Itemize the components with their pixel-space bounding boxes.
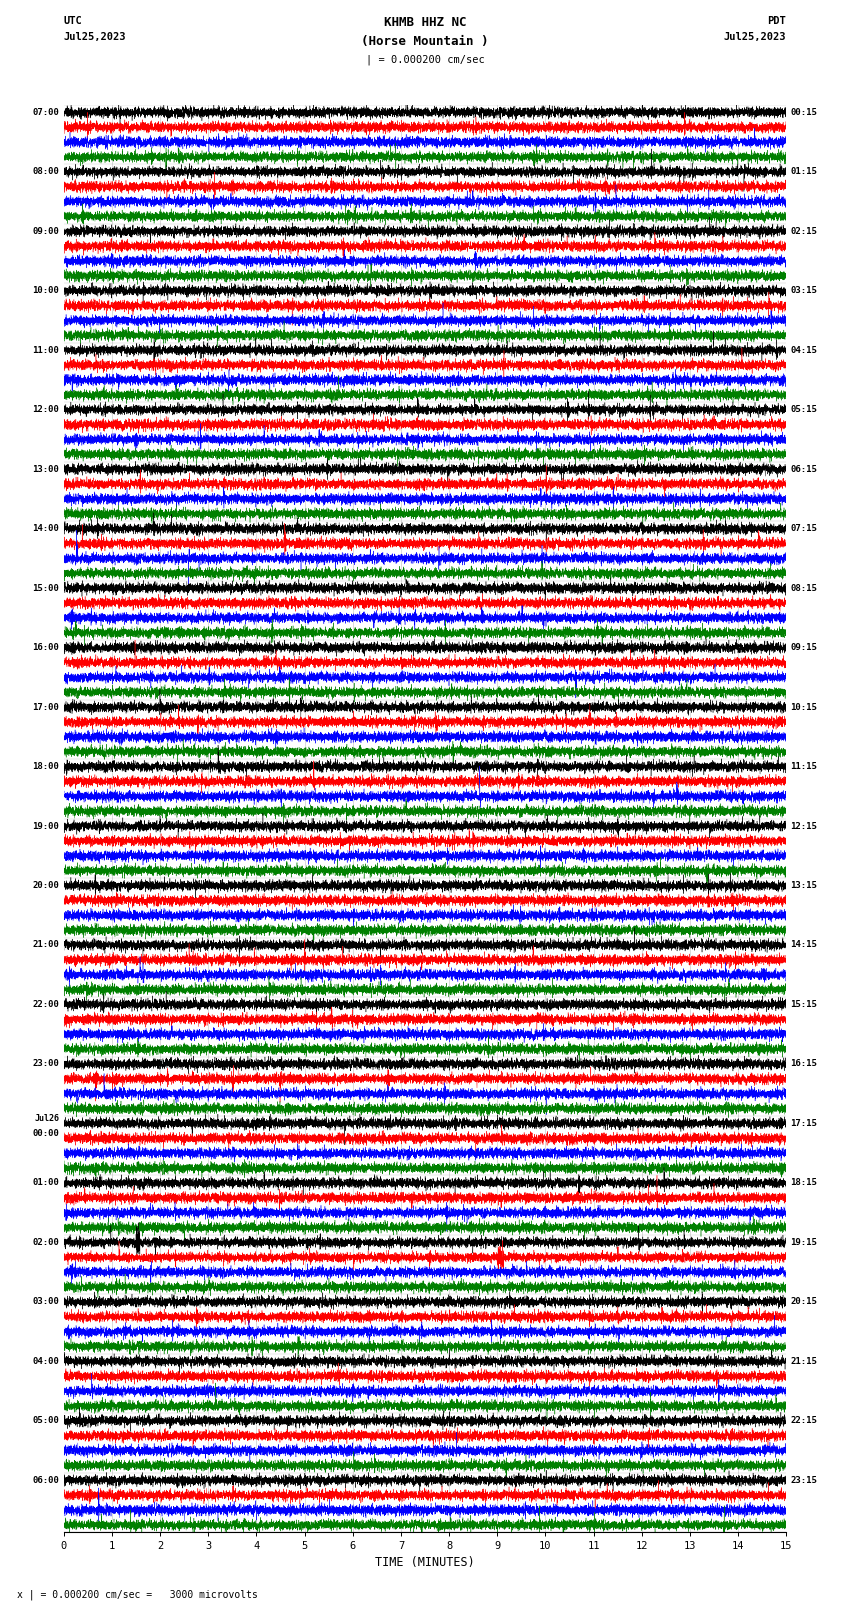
Text: Jul25,2023: Jul25,2023	[723, 32, 786, 42]
Text: 12:15: 12:15	[790, 821, 818, 831]
Text: 02:00: 02:00	[32, 1237, 60, 1247]
Text: 14:15: 14:15	[790, 940, 818, 950]
Text: | = 0.000200 cm/sec: | = 0.000200 cm/sec	[366, 55, 484, 66]
Text: 09:15: 09:15	[790, 644, 818, 652]
Text: 08:15: 08:15	[790, 584, 818, 592]
Text: 14:00: 14:00	[32, 524, 60, 534]
Text: 15:15: 15:15	[790, 1000, 818, 1010]
Text: x | = 0.000200 cm/sec =   3000 microvolts: x | = 0.000200 cm/sec = 3000 microvolts	[17, 1589, 258, 1600]
Text: 01:15: 01:15	[790, 168, 818, 176]
Text: 16:00: 16:00	[32, 644, 60, 652]
Text: 10:00: 10:00	[32, 286, 60, 295]
Text: 12:00: 12:00	[32, 405, 60, 415]
Text: 19:15: 19:15	[790, 1237, 818, 1247]
Text: 06:15: 06:15	[790, 465, 818, 474]
Text: 20:15: 20:15	[790, 1297, 818, 1307]
Text: (Horse Mountain ): (Horse Mountain )	[361, 35, 489, 48]
Text: 02:15: 02:15	[790, 227, 818, 235]
Text: 03:15: 03:15	[790, 286, 818, 295]
Text: 20:00: 20:00	[32, 881, 60, 890]
Text: 22:15: 22:15	[790, 1416, 818, 1426]
Text: 08:00: 08:00	[32, 168, 60, 176]
Text: 00:00: 00:00	[32, 1129, 60, 1137]
Text: 18:00: 18:00	[32, 761, 60, 771]
Text: 23:00: 23:00	[32, 1060, 60, 1068]
Text: 16:15: 16:15	[790, 1060, 818, 1068]
Text: 17:00: 17:00	[32, 703, 60, 711]
Text: 06:00: 06:00	[32, 1476, 60, 1486]
Text: 07:00: 07:00	[32, 108, 60, 116]
Text: 03:00: 03:00	[32, 1297, 60, 1307]
Text: 19:00: 19:00	[32, 821, 60, 831]
Text: 09:00: 09:00	[32, 227, 60, 235]
Text: 18:15: 18:15	[790, 1179, 818, 1187]
Text: 17:15: 17:15	[790, 1119, 818, 1127]
Text: 11:15: 11:15	[790, 761, 818, 771]
Text: 10:15: 10:15	[790, 703, 818, 711]
Text: KHMB HHZ NC: KHMB HHZ NC	[383, 16, 467, 29]
Text: 04:00: 04:00	[32, 1357, 60, 1366]
Text: Jul25,2023: Jul25,2023	[64, 32, 127, 42]
Text: 05:00: 05:00	[32, 1416, 60, 1426]
Text: 13:15: 13:15	[790, 881, 818, 890]
Text: 15:00: 15:00	[32, 584, 60, 592]
Text: 11:00: 11:00	[32, 345, 60, 355]
Text: 01:00: 01:00	[32, 1179, 60, 1187]
Text: UTC: UTC	[64, 16, 82, 26]
Text: 21:00: 21:00	[32, 940, 60, 950]
X-axis label: TIME (MINUTES): TIME (MINUTES)	[375, 1555, 475, 1568]
Text: 21:15: 21:15	[790, 1357, 818, 1366]
Text: Jul26: Jul26	[35, 1115, 60, 1123]
Text: 00:15: 00:15	[790, 108, 818, 116]
Text: 22:00: 22:00	[32, 1000, 60, 1010]
Text: 07:15: 07:15	[790, 524, 818, 534]
Text: 13:00: 13:00	[32, 465, 60, 474]
Text: 23:15: 23:15	[790, 1476, 818, 1486]
Text: 05:15: 05:15	[790, 405, 818, 415]
Text: PDT: PDT	[768, 16, 786, 26]
Text: 04:15: 04:15	[790, 345, 818, 355]
